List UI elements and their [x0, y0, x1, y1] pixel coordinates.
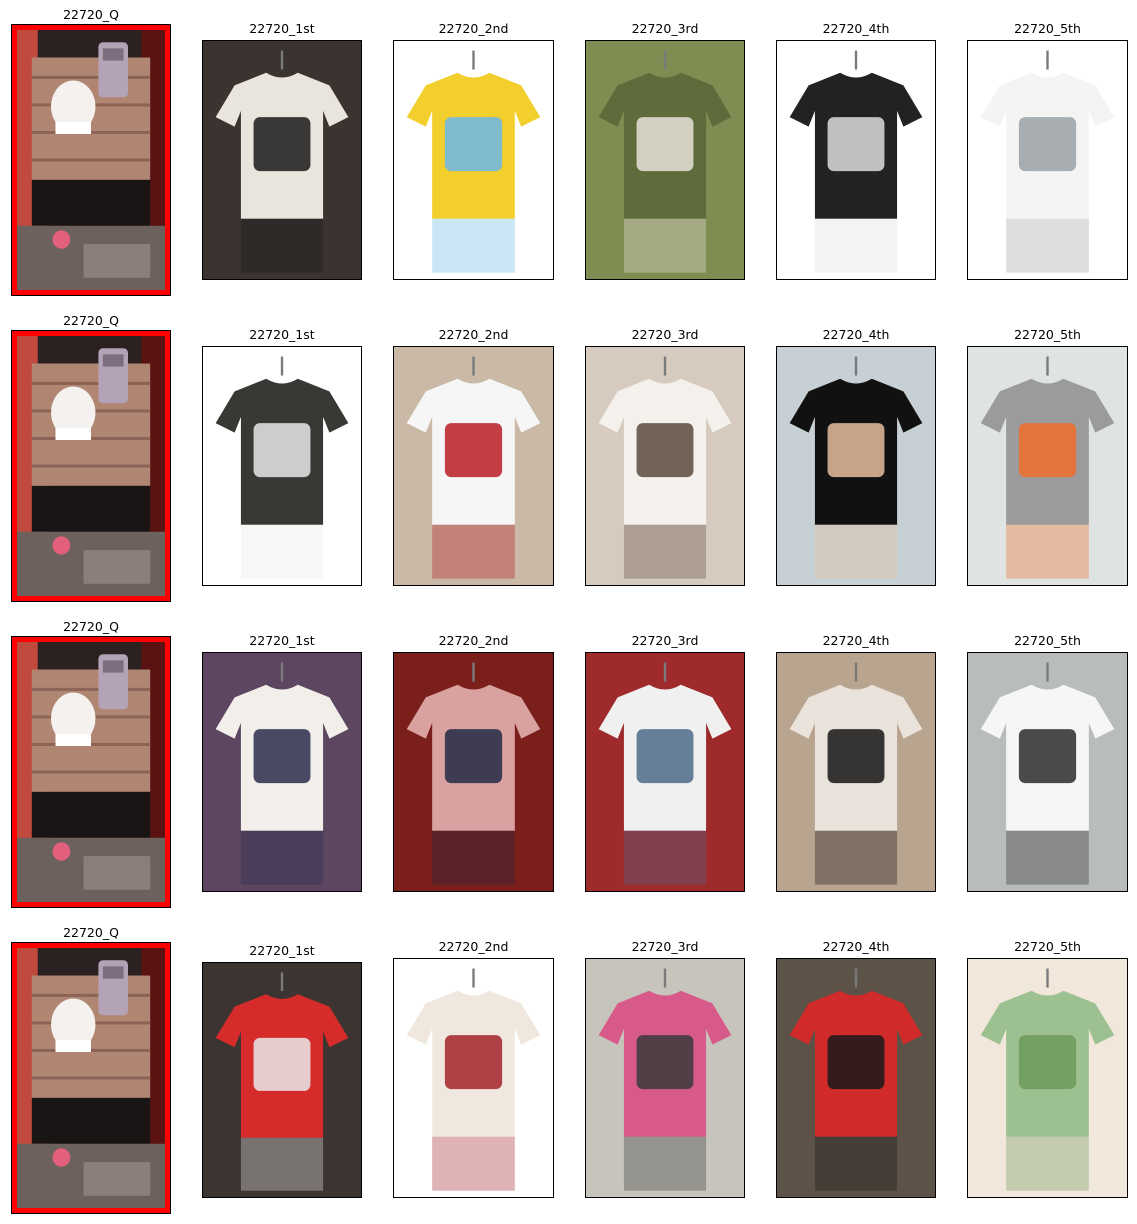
result-cell: 22720_1st [202, 6, 362, 298]
result-cell: 22720_3rd [585, 312, 745, 604]
query-photo-svg [17, 336, 165, 596]
result-title: 22720_3rd [631, 327, 699, 342]
result-title: 22720_5th [1014, 633, 1081, 648]
result-photo-icon [967, 652, 1128, 892]
result-title: 22720_2nd [438, 939, 509, 954]
query-title: 22720_Q [63, 7, 119, 22]
result-photo-icon [585, 40, 745, 280]
query-cell: 22720_Q [11, 6, 171, 298]
result-photo-svg [586, 653, 744, 891]
result-photo-svg [203, 347, 361, 585]
result-photo-icon [776, 958, 936, 1198]
result-photo-icon [585, 958, 745, 1198]
result-title: 22720_5th [1014, 939, 1081, 954]
result-title: 22720_1st [249, 943, 315, 958]
result-photo-svg [968, 41, 1127, 279]
result-photo-icon [202, 346, 362, 586]
result-photo-svg [394, 653, 553, 891]
query-cell: 22720_Q [11, 924, 171, 1216]
result-title: 22720_3rd [631, 939, 699, 954]
result-cell: 22720_5th [967, 924, 1128, 1216]
query-photo-icon [11, 636, 171, 908]
result-title: 22720_5th [1014, 21, 1081, 36]
query-cell: 22720_Q [11, 312, 171, 604]
result-cell: 22720_2nd [393, 312, 554, 604]
query-title: 22720_Q [63, 925, 119, 940]
result-photo-svg [777, 959, 935, 1197]
result-title: 22720_3rd [631, 21, 699, 36]
result-title: 22720_2nd [438, 21, 509, 36]
result-cell: 22720_5th [967, 6, 1128, 298]
result-photo-icon [776, 40, 936, 280]
result-cell: 22720_3rd [585, 924, 745, 1216]
result-title: 22720_1st [249, 327, 315, 342]
result-title: 22720_4th [822, 327, 890, 342]
result-title: 22720_2nd [438, 327, 509, 342]
query-photo-svg [17, 642, 165, 902]
result-cell: 22720_4th [776, 312, 936, 604]
result-photo-svg [203, 963, 361, 1197]
result-photo-icon [967, 958, 1128, 1198]
result-photo-icon [202, 40, 362, 280]
result-photo-svg [394, 347, 553, 585]
result-cell: 22720_5th [967, 312, 1128, 604]
result-title: 22720_2nd [438, 633, 509, 648]
result-cell: 22720_4th [776, 618, 936, 910]
result-photo-icon [393, 346, 554, 586]
query-photo-svg [17, 948, 165, 1208]
result-cell: 22720_2nd [393, 924, 554, 1216]
result-cell: 22720_4th [776, 924, 936, 1216]
query-photo-icon [11, 24, 171, 296]
result-photo-svg [394, 959, 553, 1197]
result-photo-svg [968, 653, 1127, 891]
result-photo-svg [394, 41, 553, 279]
result-photo-icon [202, 652, 362, 892]
result-photo-svg [586, 41, 744, 279]
result-photo-icon [776, 652, 936, 892]
result-title: 22720_1st [249, 633, 315, 648]
result-photo-svg [777, 41, 935, 279]
result-photo-svg [203, 41, 361, 279]
result-photo-icon [967, 40, 1128, 280]
query-photo-icon [11, 942, 171, 1214]
result-photo-icon [202, 962, 362, 1198]
result-cell: 22720_1st [202, 618, 362, 910]
result-cell: 22720_3rd [585, 618, 745, 910]
result-title: 22720_4th [822, 939, 890, 954]
result-title: 22720_1st [249, 21, 315, 36]
result-title: 22720_4th [822, 21, 890, 36]
query-cell: 22720_Q [11, 618, 171, 910]
result-photo-icon [967, 346, 1128, 586]
result-cell: 22720_1st [202, 312, 362, 604]
result-photo-icon [776, 346, 936, 586]
result-cell: 22720_2nd [393, 618, 554, 910]
result-photo-svg [777, 347, 935, 585]
result-photo-icon [585, 652, 745, 892]
query-title: 22720_Q [63, 619, 119, 634]
result-cell: 22720_3rd [585, 6, 745, 298]
query-title: 22720_Q [63, 313, 119, 328]
result-photo-svg [586, 959, 744, 1197]
result-cell: 22720_1st [202, 924, 362, 1216]
result-title: 22720_3rd [631, 633, 699, 648]
result-title: 22720_5th [1014, 327, 1081, 342]
result-photo-svg [777, 653, 935, 891]
query-photo-svg [17, 30, 165, 290]
result-cell: 22720_4th [776, 6, 936, 298]
query-photo-icon [11, 330, 171, 602]
result-photo-svg [586, 347, 744, 585]
result-photo-svg [968, 959, 1127, 1197]
result-photo-icon [393, 652, 554, 892]
result-photo-icon [393, 958, 554, 1198]
result-title: 22720_4th [822, 633, 890, 648]
result-photo-icon [393, 40, 554, 280]
result-cell: 22720_5th [967, 618, 1128, 910]
result-photo-svg [968, 347, 1127, 585]
result-cell: 22720_2nd [393, 6, 554, 298]
result-photo-icon [585, 346, 745, 586]
result-photo-svg [203, 653, 361, 891]
